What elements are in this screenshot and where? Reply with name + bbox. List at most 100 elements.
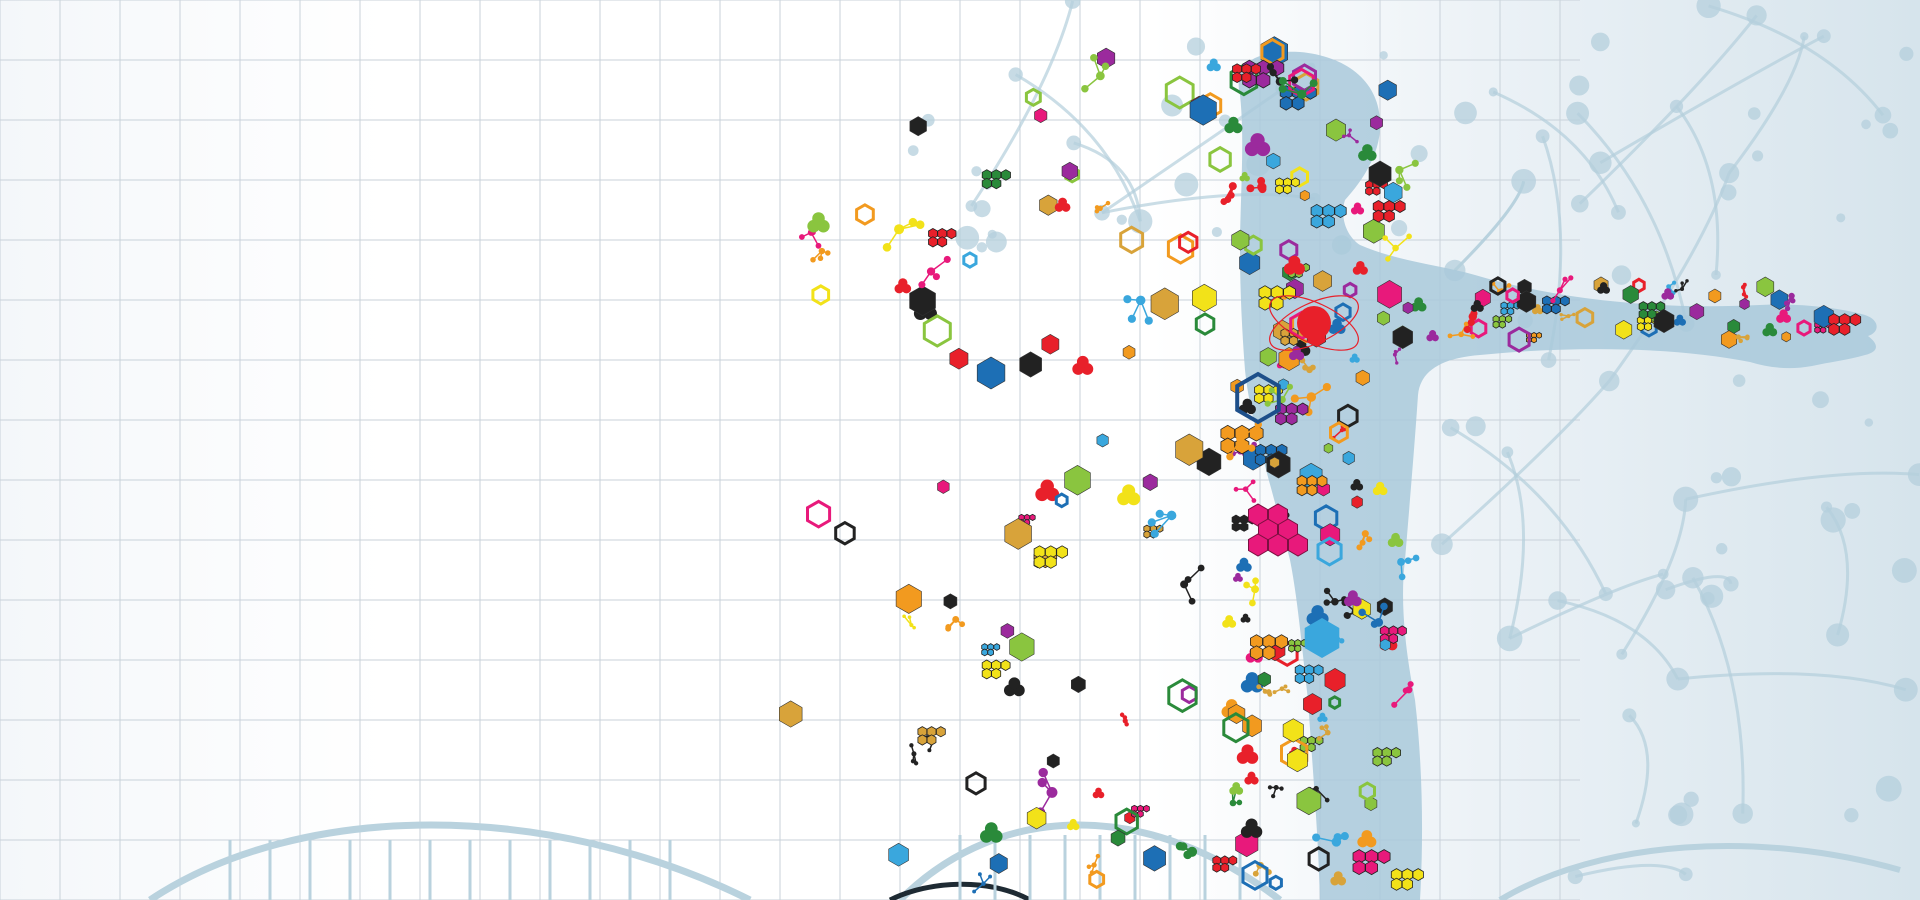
molecule-icon: [1358, 602, 1388, 628]
hexagon-ring-icon: [1208, 145, 1232, 174]
neuron-node: [1611, 265, 1632, 285]
hexagon-molecule-icon: [1324, 668, 1346, 693]
molecule-icon: [1395, 159, 1419, 191]
trefoil-icon: [1349, 353, 1360, 363]
molecule-icon: [1356, 530, 1373, 551]
hexagon-molecule-icon: [1026, 806, 1047, 830]
hexagon-molecule-icon: [1770, 289, 1789, 310]
hexagon-ring-icon: [806, 499, 832, 529]
trefoil-icon: [1357, 830, 1377, 848]
hexagon-ring-icon: [1166, 233, 1195, 265]
neuron-node: [1907, 463, 1920, 487]
hexagon-molecule-icon: [1041, 334, 1060, 355]
neuron-link: [1574, 863, 1687, 878]
honeycomb-molecule-icon: [1131, 804, 1150, 818]
hexagon-molecule-icon: [1266, 152, 1281, 170]
hexagon-ring-icon: [1316, 536, 1343, 567]
hexagon-molecule-icon: [989, 853, 1008, 874]
neuron-node: [1465, 416, 1486, 437]
honeycomb-molecule-icon: [1033, 545, 1068, 569]
hexagon-molecule-icon: [779, 700, 803, 728]
neuron-link: [1576, 112, 1688, 324]
neuron-node: [1669, 99, 1684, 113]
hexagon-molecule-icon: [1708, 288, 1722, 304]
trefoil-icon: [1236, 744, 1259, 764]
hexagon-molecule-icon: [1150, 287, 1179, 321]
neuron-node: [1720, 184, 1737, 201]
neuron-link: [1453, 180, 1526, 272]
honeycomb-molecule-icon: [917, 726, 946, 746]
neuron-node: [1875, 775, 1902, 802]
neuron-node: [1611, 204, 1626, 220]
molecule-icon: [1278, 77, 1318, 99]
hexagon-molecule-icon: [1287, 748, 1308, 773]
hexagon-molecule-icon: [1000, 623, 1015, 639]
neuron-node: [1501, 446, 1514, 459]
molecule-icon: [1272, 684, 1291, 695]
neuron-node: [1716, 543, 1728, 555]
hexagon-ring-icon: [811, 284, 831, 306]
neuron-link: [1691, 577, 1745, 814]
hexagon-ring-icon: [1358, 781, 1376, 802]
hexagon-molecule-icon: [1622, 285, 1639, 304]
hexagon-molecule-icon: [1363, 218, 1385, 244]
neuron-node: [1548, 591, 1567, 610]
human-body-icon: [1238, 51, 1877, 900]
hexagon-ring-icon: [1054, 492, 1069, 509]
honeycomb-molecule-icon: [1310, 203, 1347, 229]
hexagon-molecule-icon: [1257, 671, 1271, 687]
trefoil-icon: [1092, 787, 1105, 799]
hexagon-molecule-icon: [1019, 351, 1042, 378]
neuron-node: [1390, 220, 1408, 237]
hexagon-ring-icon: [1119, 225, 1145, 255]
neuron-node: [1569, 75, 1590, 96]
hexagon-molecule-icon: [1378, 79, 1397, 101]
molecule-icon: [1550, 275, 1574, 304]
honeycomb-molecule-icon: [1275, 177, 1300, 195]
molecule-icon: [1735, 334, 1750, 344]
trefoil-icon: [980, 822, 1003, 843]
molecule-icon: [1740, 282, 1749, 299]
molecule-icon: [1086, 853, 1101, 875]
neuron-node: [1064, 0, 1081, 9]
trefoil-icon: [1222, 615, 1237, 628]
hexagon-molecule-icon: [1259, 347, 1277, 367]
hexagon-molecule-icon: [1071, 675, 1086, 693]
trefoil-icon: [1244, 133, 1271, 157]
molecule-icon: [918, 255, 951, 289]
neuron-node: [1161, 94, 1184, 117]
neuron-node: [1723, 576, 1739, 592]
molecule-icon: [1559, 312, 1576, 322]
hexagon-molecule-icon: [943, 593, 958, 610]
neuron-node: [1683, 791, 1699, 807]
molecule-icon: [1391, 681, 1414, 708]
hexagon-ring-icon: [1307, 846, 1330, 872]
honeycomb-molecule-icon: [928, 228, 957, 248]
trefoil-icon: [1776, 309, 1792, 323]
molecule-icon: [1119, 712, 1129, 727]
neuron-node: [1622, 708, 1637, 723]
hexagon-molecule-icon: [1296, 786, 1322, 816]
hexagon-molecule-icon: [937, 479, 950, 494]
trefoil-icon: [1244, 771, 1259, 785]
neuron-node: [1441, 418, 1460, 437]
hexagon-molecule-icon: [1143, 845, 1166, 872]
neuron-node: [1891, 558, 1917, 583]
hexagon-molecule-icon: [1142, 473, 1158, 491]
hexagon-ring-icon: [1329, 421, 1349, 445]
honeycomb-molecule-icon: [981, 659, 1011, 680]
neuron-node: [1721, 467, 1742, 487]
honeycomb-molecule-icon: [1372, 747, 1401, 767]
neuron-node: [1655, 580, 1676, 600]
hexagon-molecule-icon: [1061, 161, 1078, 181]
neuron-node: [1711, 270, 1721, 280]
hexagon-molecule-icon: [1175, 433, 1204, 466]
hexagon-molecule-icon: [1189, 94, 1217, 126]
trefoil-icon: [1597, 282, 1611, 294]
honeycomb-molecule-icon: [1542, 295, 1570, 315]
neuron-node: [1066, 135, 1082, 151]
hexagon-molecule-icon: [1721, 330, 1737, 349]
neuron-node: [1590, 32, 1610, 52]
hexagon-ring-icon: [1290, 166, 1309, 188]
